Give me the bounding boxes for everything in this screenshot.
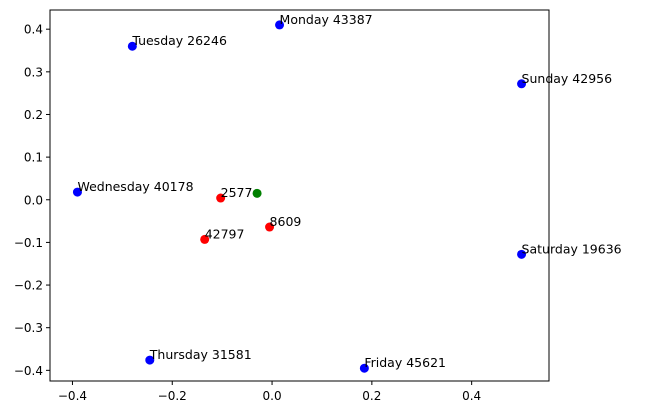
plot-area [50, 10, 549, 381]
y-tick-label: −0.2 [14, 279, 43, 293]
data-label: 8609 [270, 214, 302, 229]
y-tick-label: −0.1 [14, 236, 43, 250]
x-tick-label: −0.4 [58, 389, 87, 403]
y-tick-label: 0.2 [24, 108, 43, 122]
data-point-blue [145, 355, 155, 365]
data-label: Saturday 19636 [522, 241, 622, 256]
data-label: 2577 [221, 185, 253, 200]
y-tick-label: 0.1 [24, 151, 43, 165]
data-point-blue [359, 363, 369, 373]
y-tick-label: 0.4 [24, 23, 43, 37]
x-tick-label: 0.0 [263, 389, 282, 403]
data-label: Thursday 31581 [149, 347, 252, 362]
x-axis: −0.4 −0.2 0.0 0.2 0.4 [58, 381, 481, 403]
x-tick-label: 0.2 [362, 389, 381, 403]
plot-frame [49, 9, 550, 382]
x-tick-label: 0.4 [462, 389, 481, 403]
y-tick-label: −0.3 [14, 321, 43, 335]
y-tick-label: 0.3 [24, 65, 43, 79]
data-point-blue [127, 41, 137, 51]
data-label: Wednesday 40178 [77, 179, 193, 194]
data-point-blue [72, 187, 82, 197]
y-tick-label: −0.4 [14, 364, 43, 378]
data-label: Friday 45621 [364, 355, 446, 370]
data-label: 42797 [205, 226, 245, 241]
data-labels: Monday 43387 Tuesday 26246 Sunday 42956 Wed… [77, 12, 621, 370]
data-point-blue [517, 249, 527, 259]
data-point-red [200, 234, 210, 244]
data-label: Tuesday 26246 [131, 33, 227, 48]
data-point-red [216, 193, 226, 203]
data-label: Monday 43387 [280, 12, 373, 27]
data-point-red [265, 222, 275, 232]
data-point-green [252, 188, 262, 198]
x-tick-label: −0.2 [158, 389, 187, 403]
data-label: Sunday 42956 [522, 71, 613, 86]
y-axis: −0.4 −0.3 −0.2 −0.1 0.0 0.1 0.2 0.3 0.4 [14, 23, 50, 378]
y-tick-label: 0.0 [24, 193, 43, 207]
data-point-blue [275, 20, 285, 30]
data-point-blue [517, 79, 527, 89]
data-points [72, 20, 527, 373]
